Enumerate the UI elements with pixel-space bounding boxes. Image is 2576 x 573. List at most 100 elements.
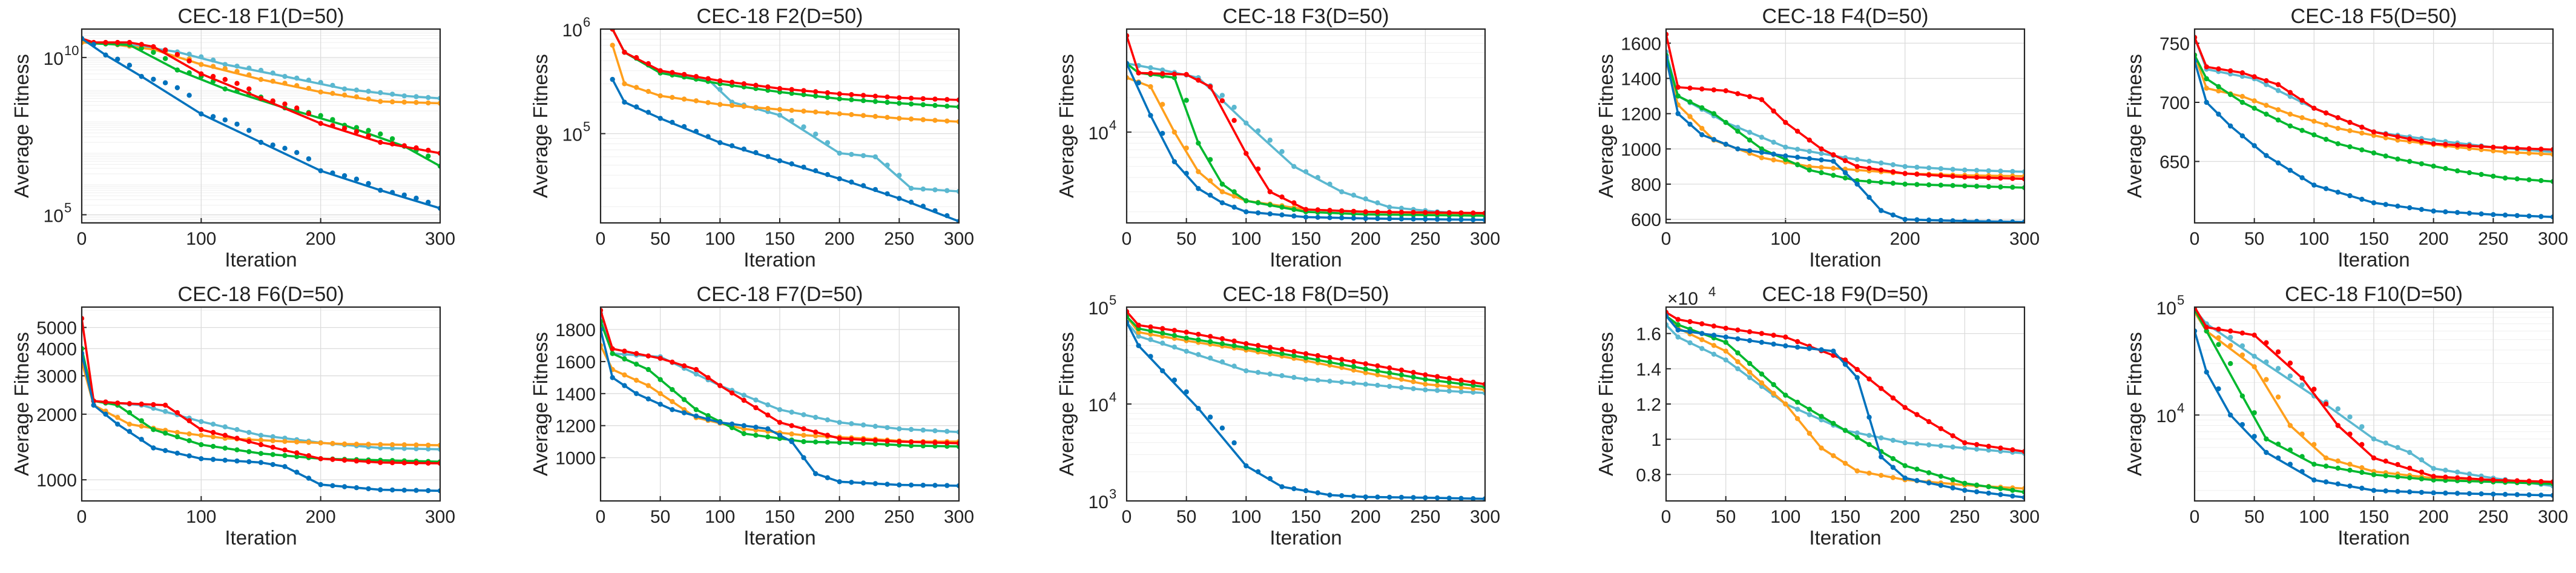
x-tick-label: 100 bbox=[705, 507, 735, 527]
series-marker bbox=[944, 440, 950, 446]
series-marker bbox=[1879, 208, 1884, 213]
y-tick-label: 1800 bbox=[555, 320, 596, 340]
series-marker bbox=[2252, 98, 2257, 104]
series-marker bbox=[2287, 462, 2293, 467]
series-marker bbox=[389, 136, 395, 142]
series-marker bbox=[151, 44, 156, 50]
series-marker bbox=[2228, 334, 2233, 340]
series-marker bbox=[1783, 120, 1788, 125]
series-marker bbox=[932, 187, 938, 193]
series-marker bbox=[258, 437, 264, 443]
series-marker bbox=[2491, 477, 2496, 483]
y-tick-label: 0.8 bbox=[1636, 465, 1661, 485]
y-tick-label: 1.6 bbox=[1636, 325, 1661, 345]
series-marker bbox=[341, 125, 348, 131]
series-marker bbox=[2454, 168, 2460, 174]
series-marker bbox=[2323, 186, 2329, 191]
series-marker bbox=[884, 482, 890, 487]
series-marker bbox=[741, 397, 747, 403]
chart-title: CEC-18 F5(D=50) bbox=[2291, 5, 2457, 28]
series-marker bbox=[413, 196, 419, 201]
series-marker bbox=[2264, 436, 2269, 442]
series-marker bbox=[2287, 373, 2293, 379]
series-marker bbox=[944, 213, 950, 219]
series-marker bbox=[1902, 463, 1908, 468]
series-marker bbox=[2419, 161, 2425, 167]
x-axis-label: Iteration bbox=[2337, 248, 2410, 271]
x-tick-label: 50 bbox=[1176, 507, 1196, 527]
series-marker bbox=[670, 94, 675, 100]
series-marker bbox=[2252, 105, 2257, 111]
series-marker bbox=[1267, 211, 1273, 217]
series-marker bbox=[426, 100, 431, 106]
series-marker bbox=[944, 429, 950, 434]
series-marker bbox=[1783, 334, 1788, 340]
series-marker bbox=[174, 85, 180, 90]
series-line-5 bbox=[1666, 51, 2024, 173]
series-marker bbox=[2216, 66, 2221, 71]
series-marker bbox=[1914, 164, 1920, 170]
series-marker bbox=[1339, 189, 1345, 194]
series-marker bbox=[801, 439, 806, 445]
series-marker bbox=[1471, 217, 1476, 222]
series-marker bbox=[897, 439, 902, 445]
series-marker bbox=[401, 192, 407, 198]
series-marker bbox=[2311, 462, 2317, 467]
series-marker bbox=[1723, 120, 1728, 125]
x-tick-label: 300 bbox=[425, 229, 455, 249]
series-marker bbox=[1375, 200, 1380, 205]
series-marker bbox=[210, 443, 216, 449]
series-marker bbox=[1842, 170, 1848, 176]
series-marker bbox=[693, 371, 699, 377]
series-marker bbox=[1184, 348, 1189, 354]
y-tick-label: 2000 bbox=[36, 405, 77, 425]
series-marker bbox=[1375, 372, 1380, 377]
series-marker bbox=[1196, 352, 1201, 357]
series-marker bbox=[1759, 371, 1765, 377]
series-marker bbox=[2419, 139, 2425, 144]
series-marker bbox=[318, 482, 323, 488]
series-marker bbox=[657, 402, 663, 407]
series-marker bbox=[2228, 412, 2233, 418]
series-marker bbox=[1291, 486, 1297, 491]
series-marker bbox=[872, 481, 878, 486]
series-marker bbox=[1231, 104, 1237, 110]
x-tick-label: 200 bbox=[306, 507, 336, 527]
series-marker bbox=[258, 460, 264, 465]
series-marker bbox=[920, 117, 926, 122]
series-marker bbox=[1398, 372, 1405, 377]
series-marker bbox=[2311, 182, 2317, 188]
series-marker bbox=[426, 147, 431, 153]
series-marker bbox=[860, 183, 866, 188]
series-marker bbox=[2252, 333, 2257, 338]
series-marker bbox=[729, 79, 735, 85]
series-marker bbox=[610, 351, 615, 356]
series-marker bbox=[1291, 213, 1297, 219]
x-tick-label: 150 bbox=[1830, 507, 1860, 527]
series-marker bbox=[1711, 351, 1717, 357]
y-tick-exponent: 3 bbox=[1109, 486, 1116, 502]
series-marker bbox=[2204, 76, 2209, 82]
series-marker bbox=[1398, 205, 1405, 211]
series-marker bbox=[1207, 157, 1213, 162]
chart-title: CEC-18 F6(D=50) bbox=[178, 283, 344, 306]
series-marker bbox=[2371, 455, 2377, 461]
series-marker bbox=[729, 390, 735, 396]
series-marker bbox=[401, 488, 407, 493]
plot-frame bbox=[599, 28, 960, 224]
series-marker bbox=[693, 98, 699, 104]
series-marker bbox=[849, 97, 854, 102]
series-marker bbox=[741, 423, 747, 428]
series-marker bbox=[1363, 216, 1368, 221]
series-marker bbox=[1986, 443, 1991, 449]
series-marker bbox=[1854, 157, 1860, 162]
series-marker bbox=[1184, 330, 1189, 335]
series-marker bbox=[1831, 453, 1836, 459]
series-marker bbox=[897, 196, 902, 201]
series-marker bbox=[2323, 455, 2329, 461]
series-marker bbox=[920, 102, 926, 108]
series-marker bbox=[2395, 489, 2400, 494]
series-marker bbox=[825, 172, 831, 177]
series-marker bbox=[1471, 496, 1476, 501]
series-marker bbox=[1998, 175, 2003, 181]
